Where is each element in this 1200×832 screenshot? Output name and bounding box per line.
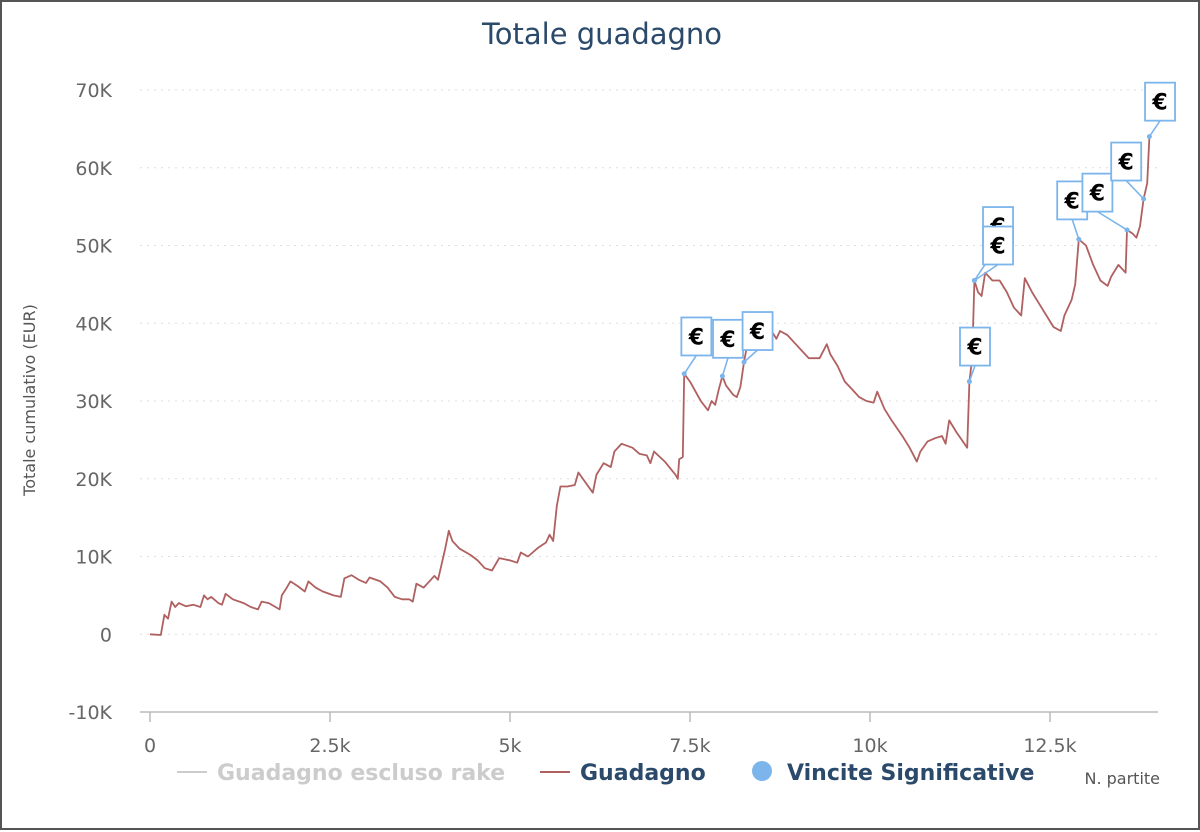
legend-label-guadagno: Guadagno (580, 761, 706, 786)
x-tick-label: 10k (852, 735, 887, 757)
flag-box (680, 316, 713, 357)
y-axis-label: Totale cumulativo (EUR) (20, 304, 39, 497)
y-tick-label: 70K (75, 80, 112, 102)
flag-label: € (966, 336, 982, 361)
win-flag[interactable]: € (1081, 172, 1130, 233)
x-axis-label: N. partite (1084, 769, 1160, 788)
series-guadagno (149, 136, 1151, 636)
win-flag[interactable]: € (971, 225, 1014, 283)
flag-label: € (989, 235, 1005, 260)
flag-connector (1125, 179, 1145, 200)
chart-title: Totale guadagno (481, 17, 722, 51)
win-point (971, 277, 977, 283)
flag-label: € (1064, 189, 1080, 214)
y-axis-ticks: -10K 0 10K 20K 30K 40K 50K 60K 70K (69, 80, 113, 724)
flag-connector (973, 263, 999, 282)
flag-label: € (1151, 91, 1167, 116)
win-point (741, 359, 747, 365)
y-tick-label: 40K (75, 313, 112, 335)
win-point (966, 379, 972, 385)
legend-marker-vincite (752, 761, 772, 781)
flag-label: € (719, 328, 735, 353)
win-flag[interactable]: € (680, 316, 713, 377)
win-point (1124, 227, 1130, 233)
series-line (149, 136, 1151, 636)
flag-box (982, 225, 1014, 266)
legend: Guadagno escluso rake Guadagno Vincite S… (177, 761, 1034, 786)
legend-label-vincite: Vincite Significative (787, 761, 1034, 786)
flag-box (1144, 81, 1176, 122)
y-tick-label: 60K (75, 158, 112, 180)
y-tick-label: 50K (75, 236, 112, 258)
win-flag[interactable]: € (712, 318, 744, 379)
x-tick-label: 5k (498, 735, 521, 757)
flag-box (1081, 172, 1114, 213)
win-flag[interactable]: € (1110, 141, 1147, 202)
significant-wins: €€€€€€€€€€ (680, 81, 1176, 385)
win-flag[interactable]: € (959, 326, 991, 385)
flag-label: € (688, 325, 704, 350)
win-flag[interactable]: € (1144, 81, 1176, 140)
flag-connector (721, 357, 729, 377)
win-point (1076, 236, 1082, 242)
grid-lines (140, 89, 1158, 635)
win-point (1146, 134, 1152, 140)
flag-box (959, 326, 991, 367)
y-tick-label: 20K (75, 469, 112, 491)
y-tick-label: 30K (75, 391, 112, 413)
win-point (1141, 196, 1147, 202)
y-tick-label: 0 (100, 624, 112, 646)
legend-item-guadagno-escluso-rake[interactable]: Guadagno escluso rake (177, 761, 505, 786)
flag-connector (1096, 210, 1128, 231)
x-tick-label: 0 (144, 735, 156, 757)
legend-label-rake-excluded: Guadagno escluso rake (217, 761, 505, 786)
x-tick-label: 12.5k (1023, 735, 1076, 757)
x-tick-label: 2.5k (309, 735, 350, 757)
y-tick-label: -10K (69, 702, 113, 724)
flag-label: € (1118, 151, 1134, 176)
win-flag[interactable]: € (741, 311, 774, 365)
flag-connector (1148, 120, 1161, 138)
flag-connector (683, 355, 698, 375)
x-axis-ticks: 0 2.5k 5k 7.5k 10k 12.5k (144, 712, 1077, 757)
win-point (719, 373, 725, 379)
y-tick-label: 10K (75, 547, 112, 569)
legend-item-vincite-significative[interactable]: Vincite Significative (752, 761, 1034, 786)
flag-connector (743, 349, 759, 363)
flag-box (741, 311, 774, 351)
x-tick-label: 7.5k (669, 735, 710, 757)
flag-box (1110, 141, 1143, 182)
legend-item-guadagno[interactable]: Guadagno (540, 761, 706, 786)
flag-label: € (1089, 182, 1105, 207)
win-point (681, 371, 687, 377)
flag-connector (968, 365, 976, 382)
flag-label: € (749, 320, 765, 345)
flag-connector (1071, 219, 1080, 240)
